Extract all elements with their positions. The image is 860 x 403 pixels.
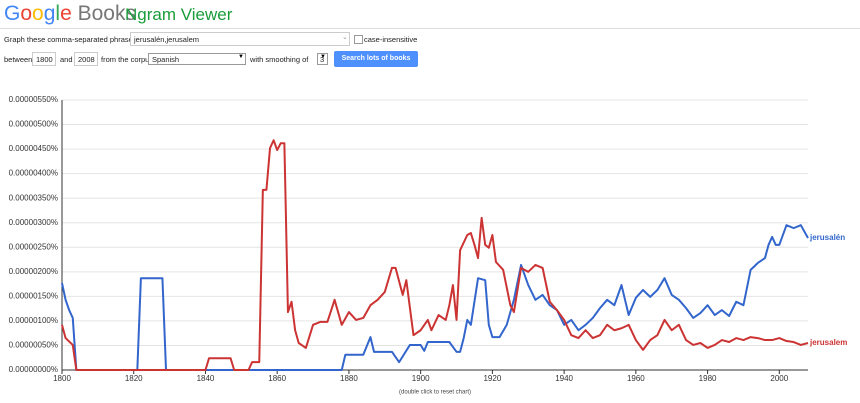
end-year-input[interactable]: 2008	[74, 52, 98, 66]
x-tick-label: 1820	[125, 374, 143, 383]
x-tick-label: 1920	[483, 374, 501, 383]
app-title: Ngram Viewer	[125, 5, 233, 24]
y-tick-label: 0.00000250%	[9, 242, 58, 251]
x-tick-label: 1960	[627, 374, 645, 383]
y-tick-label: 0.00000200%	[9, 267, 58, 276]
phrases-input[interactable]: jerusalén,jerusalem	[130, 32, 350, 46]
input-dropdown-arrow[interactable]: ⌄	[342, 34, 348, 41]
chart-note: (double click to reset chart)	[399, 390, 471, 396]
and-label: and	[60, 55, 73, 64]
header-divider	[0, 28, 860, 29]
y-tick-label: 0.00000350%	[9, 193, 58, 202]
x-tick-label: 1880	[340, 374, 358, 383]
x-tick-label: 1900	[412, 374, 430, 383]
x-tick-label: 1840	[197, 374, 215, 383]
y-tick-label: 0.00000100%	[9, 316, 58, 325]
logo-books: Books	[77, 2, 136, 25]
x-tick-label: 2000	[770, 374, 788, 383]
smoothing-select-arrow[interactable]: ▼	[320, 54, 326, 60]
corpus-select[interactable]: Spanish	[148, 53, 246, 65]
x-tick-label: 1860	[268, 374, 286, 383]
y-tick-label: 0.00000300%	[9, 218, 58, 227]
x-tick-label: 1980	[699, 374, 717, 383]
y-tick-label: 0.00000050%	[9, 341, 58, 350]
y-tick-label: 0.00000550%	[9, 95, 58, 104]
smoothing-label: with smoothing of	[250, 55, 309, 64]
series-label: jerusalén	[809, 233, 845, 242]
smoothing-select[interactable]: 3	[317, 53, 328, 65]
x-tick-label: 1940	[555, 374, 573, 383]
case-label: case-insensitive	[364, 35, 418, 44]
y-tick-label: 0.00000000%	[9, 365, 58, 374]
phrases-label: Graph these comma-separated phrases:	[4, 35, 139, 44]
between-label: between	[4, 55, 33, 64]
logo[interactable]: Google Books	[4, 2, 136, 26]
series-line	[61, 139, 809, 371]
logo-google: Google	[4, 2, 72, 25]
case-checkbox[interactable]	[354, 35, 363, 44]
corpus-select-arrow[interactable]: ▼	[238, 54, 244, 60]
series-label: jerusalem	[809, 338, 847, 347]
corpus-label: from the corpus	[101, 55, 154, 64]
search-button[interactable]: Search lots of books	[334, 51, 418, 67]
y-tick-label: 0.00000500%	[9, 120, 58, 129]
y-tick-label: 0.00000400%	[9, 169, 58, 178]
y-tick-label: 0.00000450%	[9, 144, 58, 153]
x-tick-label: 1800	[53, 374, 71, 383]
start-year-input[interactable]: 1800	[32, 52, 56, 66]
y-tick-label: 0.00000150%	[9, 291, 58, 300]
series-line	[61, 224, 809, 371]
